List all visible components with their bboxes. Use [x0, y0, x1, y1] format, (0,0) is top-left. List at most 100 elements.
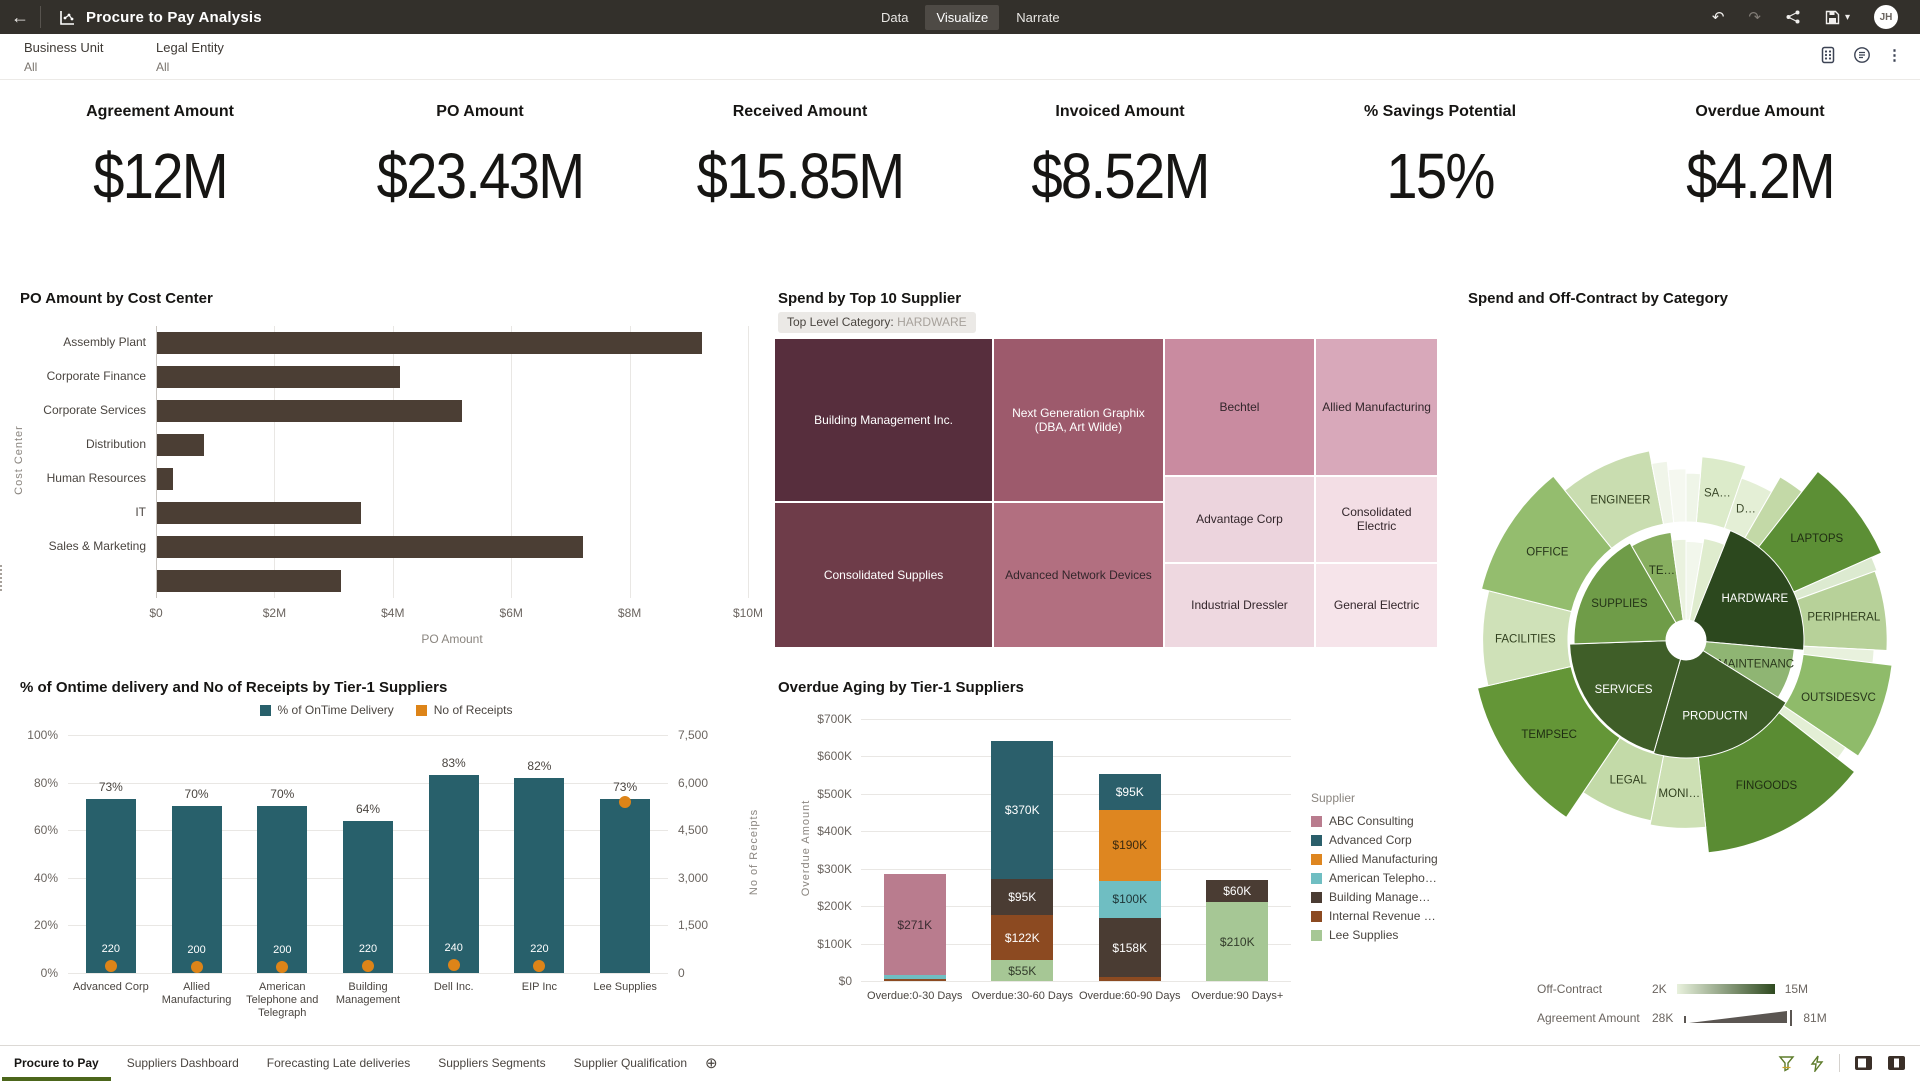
- sunburst-outer-slice[interactable]: [1685, 472, 1702, 523]
- canvas-tab-forecasting-late-deliveries[interactable]: Forecasting Late deliveries: [266, 1056, 411, 1070]
- legend-item-no-of-receipts[interactable]: No of Receipts: [415, 703, 512, 717]
- treemap-tile-building-management-inc[interactable]: Building Management Inc.: [774, 338, 994, 503]
- sunburst-outer-engineer[interactable]: [1564, 450, 1665, 550]
- canvas-tab-supplier-qualification[interactable]: Supplier Qualification: [573, 1056, 687, 1070]
- receipts-dot-american-telephone-and-telegraph[interactable]: [276, 960, 289, 973]
- stack-seg-overdue-0-30-days-american-telepho[interactable]: [883, 975, 946, 979]
- stack-seg-overdue-30-60-days-advanced-corp[interactable]: $370K: [991, 740, 1054, 880]
- legend-item-building-manage[interactable]: Building Manage…: [1311, 890, 1430, 904]
- stack-seg-overdue-60-90-days-allied-manufacturing[interactable]: $190K: [1098, 809, 1161, 881]
- treemap-tile-allied-manufacturing[interactable]: Allied Manufacturing: [1315, 338, 1438, 477]
- treemap-tile-industrial-dressler[interactable]: Industrial Dressler: [1163, 562, 1316, 648]
- treemap-tile-advantage-corp[interactable]: Advantage Corp: [1163, 476, 1316, 563]
- receipts-dot-building-management[interactable]: [362, 960, 374, 973]
- filter-business-unit[interactable]: Business Unit All: [24, 40, 103, 74]
- tab-data[interactable]: Data: [881, 9, 909, 25]
- ontime-bar-american-telephone-and-telegraph[interactable]: [257, 806, 308, 973]
- ontime-bar-dell-inc[interactable]: [428, 775, 479, 973]
- treemap-tile-next-generation-graphix-dba-art-wilde[interactable]: Next Generation Graphix (DBA, Art Wilde): [993, 338, 1164, 503]
- treemap-tile-consolidated-supplies[interactable]: Consolidated Supplies: [774, 502, 994, 648]
- gridline: [861, 793, 1291, 795]
- filter-controls-icon[interactable]: [1819, 46, 1837, 64]
- legend-item-advanced-corp[interactable]: Advanced Corp: [1311, 833, 1412, 847]
- treemap-tile-consolidated-electric[interactable]: Consolidated Electric: [1315, 476, 1438, 563]
- ontime-bar-eip-inc[interactable]: [514, 777, 565, 973]
- bar-value-label: 82%: [527, 758, 552, 773]
- kpi-invoiced-amount[interactable]: Invoiced Amount $8.52M: [960, 95, 1280, 245]
- treemap-tile-advanced-network-devices[interactable]: Advanced Network Devices: [993, 502, 1164, 648]
- auto-insights-icon[interactable]: [1809, 1055, 1825, 1072]
- kpi-label: % Savings Potential: [1363, 103, 1517, 120]
- po-bar-assembly-plant[interactable]: [157, 332, 702, 354]
- po-bar-corporate-finance[interactable]: [157, 366, 400, 388]
- panel-layout-left-icon[interactable]: [1854, 1055, 1873, 1071]
- stack-seg-overdue-90-days-building-manage[interactable]: $60K: [1206, 879, 1269, 903]
- canvas-tab-procure-to-pay[interactable]: Procure to Pay: [0, 1046, 113, 1081]
- panel-resize-handle[interactable]: [0, 565, 5, 591]
- ontime-bar-lee-supplies[interactable]: [600, 799, 651, 973]
- sunburst-outer-office[interactable]: [1480, 475, 1613, 613]
- kpi-received-amount[interactable]: Received Amount $15.85M: [640, 95, 960, 245]
- po-bar-it[interactable]: [157, 502, 362, 524]
- sunburst-outer-tempsec[interactable]: [1476, 665, 1621, 819]
- tab-narrate[interactable]: Narrate: [1016, 9, 1060, 25]
- po-bar-row-7[interactable]: [157, 570, 341, 592]
- ontime-bar-advanced-corp[interactable]: [85, 799, 136, 973]
- ontime-bar-building-management[interactable]: [343, 820, 393, 973]
- po-bar-corporate-services[interactable]: [157, 400, 462, 422]
- kpi-agreement-amount[interactable]: Agreement Amount $12M: [0, 95, 320, 245]
- legend-item-internal-revenue[interactable]: Internal Revenue …: [1311, 909, 1436, 923]
- legend-item-lee-supplies[interactable]: Lee Supplies: [1311, 928, 1398, 942]
- stack-seg-overdue-60-90-days-building-manage[interactable]: $158K: [1098, 918, 1161, 978]
- canvas-tab-suppliers-segments[interactable]: Suppliers Segments: [438, 1056, 546, 1070]
- sunburst-outer-fingoods[interactable]: [1697, 711, 1856, 854]
- panel-layout-right-icon[interactable]: [1887, 1055, 1906, 1071]
- receipts-label: 200: [187, 943, 206, 956]
- undo-icon[interactable]: ↶: [1711, 9, 1725, 26]
- kpi-po-amount[interactable]: PO Amount $23.43M: [320, 95, 640, 245]
- stack-seg-overdue-0-30-days-abc-consulting[interactable]: $271K: [883, 873, 946, 976]
- po-bar-sales-marketing[interactable]: [157, 536, 584, 558]
- kebab-menu-icon[interactable]: ⋮: [1887, 47, 1902, 64]
- ontime-bar-allied-manufacturing[interactable]: [171, 806, 222, 973]
- stack-seg-overdue-30-60-days-building-manage[interactable]: $95K: [991, 879, 1054, 915]
- legend-item-allied-manufacturing[interactable]: Allied Manufacturing: [1311, 852, 1438, 866]
- filter-chip-top-level-category[interactable]: Top Level Category: HARDWARE: [778, 312, 976, 333]
- receipts-dot-lee-supplies[interactable]: [619, 795, 632, 808]
- add-canvas-icon[interactable]: ⊕: [705, 1055, 718, 1072]
- back-button[interactable]: ←: [11, 6, 29, 27]
- kpi-savings-potential[interactable]: % Savings Potential 15%: [1280, 95, 1600, 245]
- save-caret-icon[interactable]: ▾: [1844, 11, 1850, 23]
- legend-item-ontime-delivery[interactable]: % of OnTime Delivery: [259, 703, 394, 717]
- tab-visualize[interactable]: Visualize: [925, 4, 1000, 30]
- stack-seg-overdue-60-90-days-advanced-corp[interactable]: $95K: [1098, 774, 1161, 810]
- receipts-dot-eip-inc[interactable]: [533, 960, 546, 973]
- gridline: [861, 981, 1291, 982]
- canvas-tab-suppliers-dashboard[interactable]: Suppliers Dashboard: [126, 1056, 239, 1070]
- stack-seg-overdue-60-90-days-internal-revenue[interactable]: [1098, 977, 1161, 981]
- po-bar-human-resources[interactable]: [157, 468, 173, 490]
- filter-legal-entity[interactable]: Legal Entity All: [156, 40, 224, 74]
- avatar[interactable]: JH: [1874, 5, 1898, 29]
- sunburst-outer-outsidesvc[interactable]: [1783, 653, 1893, 757]
- kpi-overdue-amount[interactable]: Overdue Amount $4.2M: [1600, 95, 1920, 245]
- stack-seg-overdue-90-days-lee-supplies[interactable]: $210K: [1206, 902, 1269, 981]
- stack-seg-overdue-0-30-days-internal-revenue[interactable]: [883, 978, 946, 981]
- canvas-display-icon[interactable]: [1778, 1055, 1795, 1072]
- share-icon[interactable]: [1785, 9, 1801, 25]
- treemap-tile-general-electric[interactable]: General Electric: [1315, 562, 1438, 648]
- po-bar-distribution[interactable]: [157, 434, 205, 456]
- annotations-icon[interactable]: [1853, 46, 1871, 64]
- receipts-dot-dell-inc[interactable]: [447, 959, 460, 972]
- legend-item-american-telepho[interactable]: American Telepho…: [1311, 871, 1437, 885]
- treemap-tile-bechtel[interactable]: Bechtel: [1163, 338, 1316, 477]
- save-icon[interactable]: ▾: [1825, 10, 1850, 25]
- sunburst-outer-laptops[interactable]: [1757, 470, 1883, 593]
- stack-seg-overdue-30-60-days-internal-revenue[interactable]: $122K: [991, 914, 1054, 961]
- stack-seg-overdue-60-90-days-american-telepho[interactable]: $100K: [1098, 880, 1161, 919]
- receipts-dot-advanced-corp[interactable]: [104, 960, 117, 973]
- stack-seg-overdue-30-60-days-lee-supplies[interactable]: $55K: [991, 960, 1054, 981]
- redo-icon[interactable]: ↷: [1748, 9, 1761, 26]
- legend-item-abc-consulting[interactable]: ABC Consulting: [1311, 814, 1414, 828]
- receipts-dot-allied-manufacturing[interactable]: [190, 960, 203, 973]
